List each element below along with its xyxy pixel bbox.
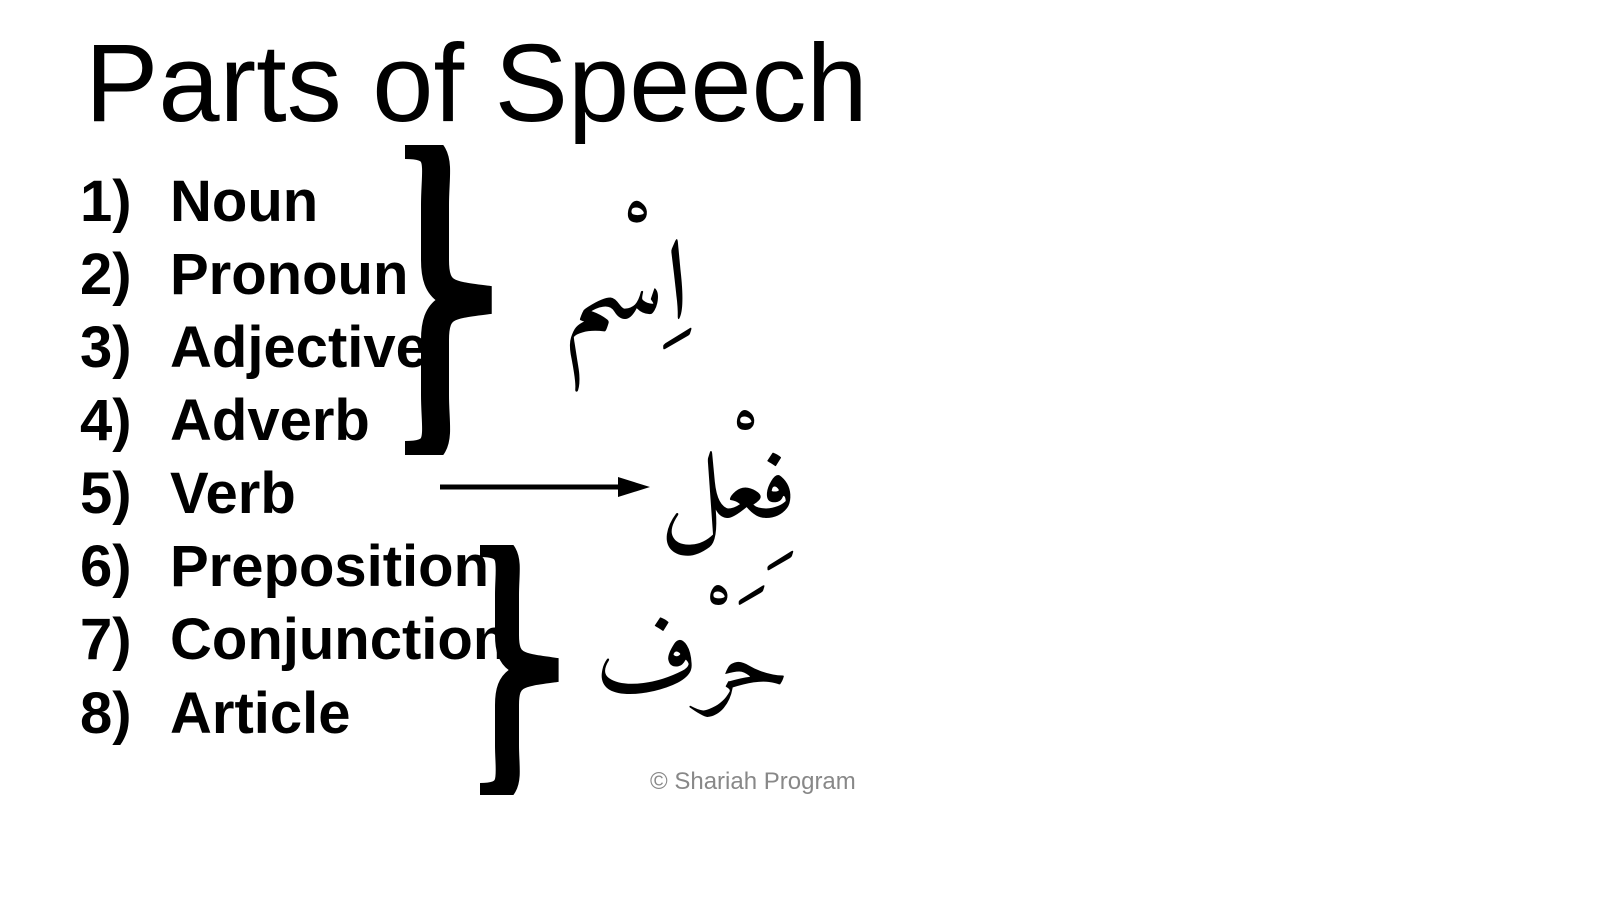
list-label: Article xyxy=(170,677,351,750)
list-number: 3) xyxy=(80,311,170,384)
list-number: 6) xyxy=(80,530,170,603)
list-label: Pronoun xyxy=(170,238,408,311)
list-number: 8) xyxy=(80,677,170,750)
list-item: 6) Preposition xyxy=(80,530,508,603)
arabic-term-ism: اِسْم xyxy=(560,190,690,392)
list-number: 1) xyxy=(80,165,170,238)
list-number: 4) xyxy=(80,384,170,457)
list-number: 7) xyxy=(80,603,170,676)
list-item: 8) Article xyxy=(80,677,508,750)
list-label: Adjective xyxy=(170,311,428,384)
brace-icon xyxy=(400,145,500,455)
list-number: 2) xyxy=(80,238,170,311)
list-label: Adverb xyxy=(170,384,370,457)
arabic-term-harf: حَرْف xyxy=(595,575,790,760)
arabic-term-fil: فِعْل xyxy=(660,400,797,585)
page-title: Parts of Speech xyxy=(85,20,868,147)
copyright-text: © Shariah Program xyxy=(650,768,856,796)
list-number: 5) xyxy=(80,457,170,530)
list-label: Noun xyxy=(170,165,318,238)
list-label: Preposition xyxy=(170,530,489,603)
arrow-icon xyxy=(440,477,650,497)
list-label: Verb xyxy=(170,457,296,530)
list-label: Conjunction xyxy=(170,603,508,676)
list-item: 7) Conjunction xyxy=(80,603,508,676)
brace-icon xyxy=(475,545,565,795)
